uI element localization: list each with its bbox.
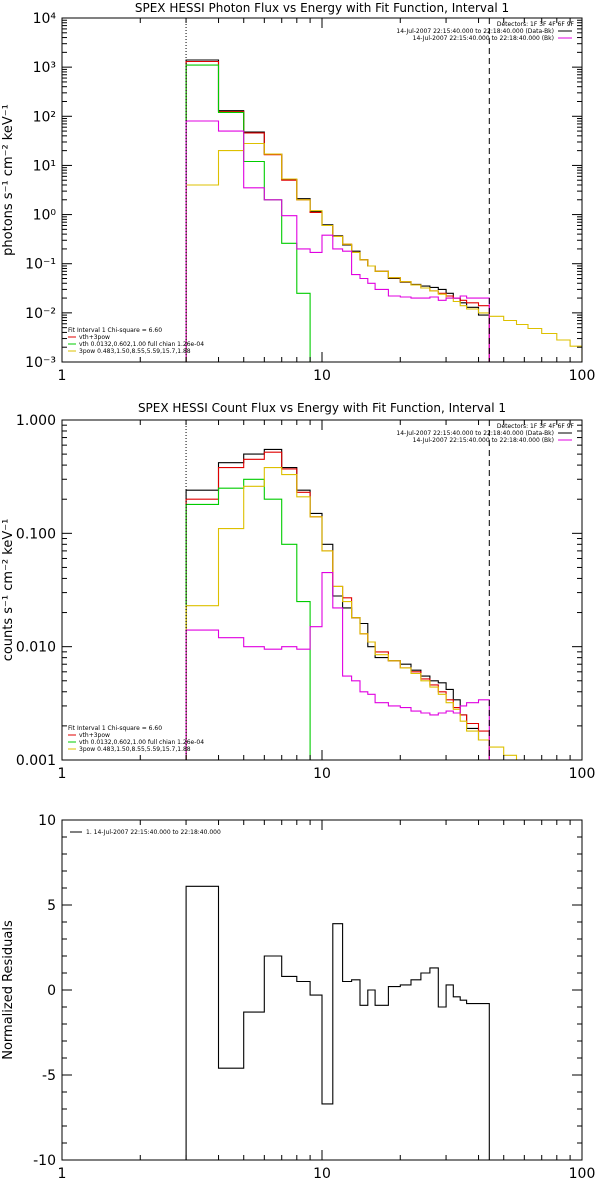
y-tick-label: -5 <box>42 1068 56 1084</box>
chart-2: SPEX HESSI Count Flux vs Energy with Fit… <box>1 401 595 782</box>
legend-entry: 3pow 0.483,1.50,8.55,5.59,15.7,1.88 <box>79 746 191 753</box>
x-tick-label: 1 <box>58 1166 67 1182</box>
y-tick-label: 10⁴ <box>33 11 57 27</box>
plot-frame <box>61 17 583 363</box>
legend-entry: vth+3pow <box>79 732 110 739</box>
legend-entry: 3pow 0.483,1.50,8.55,5.59,15.7,1.88 <box>79 348 191 355</box>
y-tick-label: 10² <box>33 109 56 125</box>
y-tick-label: 10⁰ <box>33 208 57 224</box>
y-axis-label: counts s⁻¹ cm⁻² keV⁻¹ <box>1 519 16 662</box>
series-line <box>185 64 323 362</box>
y-axis-label: Normalized Residuals <box>1 920 16 1060</box>
chart-3: Normalized Residuals 1 10 100 -10 -5 0 5 10 1. 14… <box>1 813 595 1182</box>
x-tick-label: 1 <box>58 368 67 384</box>
legend-entry: vth 0.0132,0.602,1.00 full chian 1.26e-0… <box>79 341 204 348</box>
y-tick-label: 5 <box>47 898 56 914</box>
series-line <box>185 572 490 760</box>
series-line <box>185 467 543 760</box>
legend-entry: vth+3pow <box>79 334 110 341</box>
legend-entry: 14-Jul-2007 22:15:40.000 to 22:18:40.000… <box>396 430 554 437</box>
plot-frame <box>61 819 583 1161</box>
y-tick-label: 10³ <box>33 60 56 76</box>
y-tick-label: 0.001 <box>16 753 56 769</box>
series-line <box>185 59 490 362</box>
chart-title: SPEX HESSI Photon Flux vs Energy with Fi… <box>135 1 509 15</box>
series-line <box>185 478 323 760</box>
legend-entry: Fit Interval 1 Chi-square = 6.60 <box>68 725 162 732</box>
chart-1: SPEX HESSI Photon Flux vs Energy with Fi… <box>1 1 595 384</box>
legend-entry: 1. 14-Jul-2007 22:15:40.000 to 22:18:40.… <box>86 829 221 836</box>
y-axis-label: photons s⁻¹ cm⁻² keV⁻¹ <box>1 104 16 256</box>
x-tick-label: 100 <box>569 368 596 384</box>
legend-entry: 14-Jul-2007 22:15:40.000 to 22:18:40.000… <box>396 28 554 35</box>
x-tick-label: 1 <box>58 766 67 782</box>
legend-entry: Detectors: 1F 3F 4F 6F 9F <box>497 21 575 28</box>
x-tick-label: 10 <box>313 368 331 384</box>
legend-entry: 14-Jul-2007 22:15:40.000 to 22:18:40.000… <box>413 437 554 444</box>
legend-entry: Fit Interval 1 Chi-square = 6.60 <box>68 327 162 334</box>
y-tick-label: 10⁻² <box>25 306 56 322</box>
y-tick-label: 10 <box>38 813 56 829</box>
y-tick-label: 10⁻³ <box>25 355 56 371</box>
chart-title: SPEX HESSI Count Flux vs Energy with Fit… <box>138 401 506 415</box>
legend-entry: Detectors: 1F 3F 4F 6F 9F <box>497 423 575 430</box>
y-tick-label: 0.100 <box>16 526 56 542</box>
series-line <box>185 451 490 760</box>
legend-entry: 14-Jul-2007 22:15:40.000 to 22:18:40.000… <box>413 35 554 42</box>
y-tick-label: -10 <box>33 1153 56 1169</box>
y-tick-label: 10¹ <box>33 158 56 174</box>
plot-area <box>185 59 582 362</box>
legend-entry: vth 0.0132,0.602,1.00 full chian 1.26e-0… <box>79 739 204 746</box>
plot-area <box>185 885 490 1160</box>
y-tick-label: 10⁻¹ <box>25 257 56 273</box>
series-line <box>185 885 490 1160</box>
series-line <box>185 120 490 362</box>
x-tick-label: 100 <box>569 766 596 782</box>
x-tick-label: 10 <box>313 766 331 782</box>
x-tick-label: 10 <box>313 1166 331 1182</box>
plot-area <box>185 448 543 760</box>
y-tick-label: 1.000 <box>16 413 56 429</box>
series-line <box>185 60 490 362</box>
y-tick-label: 0.010 <box>16 640 56 656</box>
x-tick-label: 100 <box>569 1166 596 1182</box>
series-line <box>185 142 582 362</box>
y-tick-label: 0 <box>47 983 56 999</box>
